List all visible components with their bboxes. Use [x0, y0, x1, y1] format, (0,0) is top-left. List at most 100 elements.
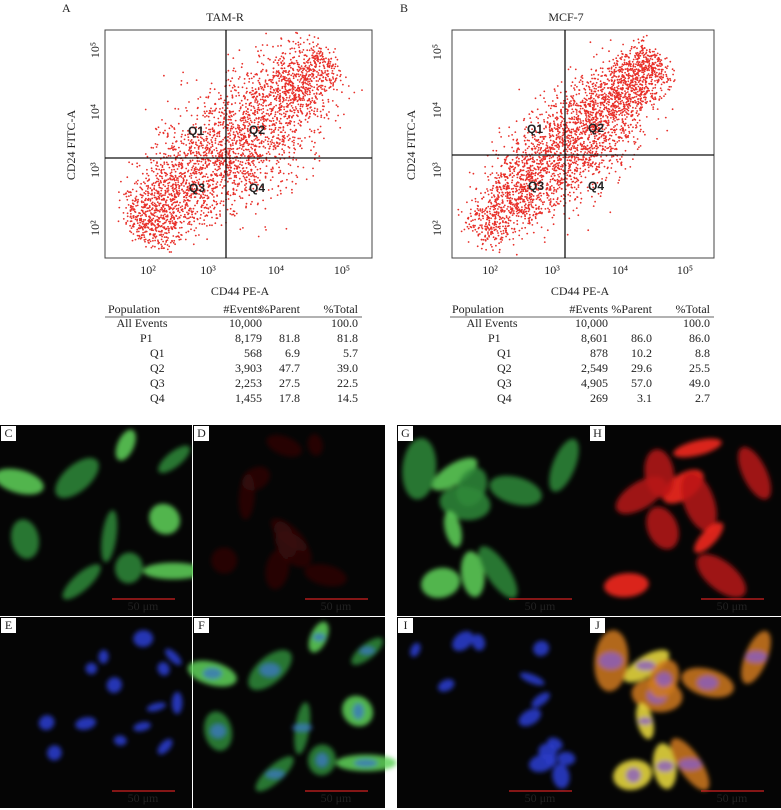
scatter-dot: [177, 179, 179, 182]
scatter-dot: [482, 215, 484, 218]
scatter-dot: [308, 80, 311, 83]
scatter-dot: [235, 141, 238, 144]
scatter-dot: [191, 213, 194, 216]
scatter-dot: [597, 192, 600, 195]
scatter-dot: [284, 87, 287, 89]
scatter-dot: [208, 112, 211, 114]
scatter-dot: [153, 212, 156, 214]
scatter-dot: [268, 119, 271, 122]
scatter-dot: [600, 135, 603, 138]
scatter-dot: [174, 132, 176, 134]
scatter-dot: [264, 96, 267, 98]
scatter-dot: [137, 227, 140, 230]
scatter-dot: [313, 86, 316, 89]
scatter-dot: [145, 215, 148, 218]
scatter-dot: [157, 240, 160, 243]
scatter-dot: [299, 107, 302, 110]
scatter-dot: [132, 215, 135, 217]
scatter-dot: [247, 75, 249, 77]
scatter-dot: [159, 220, 161, 223]
scatter-dot: [174, 148, 177, 151]
scatter-dot: [636, 121, 639, 124]
scatter-dot: [559, 200, 562, 203]
scatter-dot: [527, 222, 530, 225]
scatter-dot: [167, 225, 169, 228]
scatter-dot: [271, 124, 274, 126]
scatter-dot: [233, 67, 235, 70]
scatter-dot: [573, 186, 576, 189]
scatter-dot: [620, 50, 623, 53]
scatter-dot: [243, 142, 246, 144]
scatter-dot: [582, 158, 585, 161]
scatter-dot: [247, 125, 250, 127]
scatter-dot: [192, 210, 194, 213]
scatter-dot: [662, 76, 664, 79]
scatter-dot: [214, 222, 217, 225]
scatter-dot: [144, 238, 147, 241]
scatter-dot: [579, 142, 582, 145]
scatter-dot: [254, 137, 257, 140]
scatter-dot: [605, 102, 608, 105]
scatter-dot: [243, 127, 246, 130]
scatter-dot: [299, 51, 301, 54]
scatter-dot: [322, 76, 325, 79]
scatter-dot: [317, 50, 320, 53]
scatter-dot: [509, 219, 512, 222]
scatter-dot: [513, 228, 516, 231]
scatter-dot: [234, 127, 237, 130]
scatter-dot: [252, 187, 255, 190]
scatter-dot: [240, 66, 243, 69]
scatter-dot: [203, 196, 206, 199]
scatter-dot: [304, 94, 306, 97]
scatter-dot: [593, 90, 596, 93]
scatter-dot: [597, 146, 599, 149]
scatter-dot: [280, 62, 283, 65]
scatter-dot: [201, 137, 204, 140]
scatter-dot: [284, 52, 287, 55]
scatter-dot: [498, 191, 501, 194]
scatter-dot: [186, 211, 188, 214]
scatter-dot: [612, 58, 615, 61]
scatter-dot: [275, 162, 278, 165]
scatter-dot: [592, 130, 595, 133]
scatter-dot: [176, 190, 178, 193]
scatter-dot: [196, 118, 199, 120]
scatter-dot: [212, 129, 215, 132]
scatter-dot: [217, 124, 220, 127]
scatter-dot: [634, 65, 637, 68]
scatter-dot: [470, 220, 473, 223]
scatter-dot: [292, 88, 295, 91]
scatter-dot: [190, 153, 192, 155]
scatter-dot: [164, 192, 167, 195]
scatter-dot: [227, 129, 229, 132]
scatter-dot: [320, 92, 323, 95]
scatter-dot: [539, 175, 541, 177]
scatter-dot: [615, 116, 618, 119]
scatter-dot: [299, 43, 302, 45]
scatter-dot: [230, 148, 233, 151]
scatter-dot: [318, 93, 321, 95]
scatter-dot: [596, 105, 599, 107]
scatter-dot: [270, 120, 273, 123]
scatter-dot: [263, 117, 265, 120]
scatter-dot: [614, 109, 617, 112]
scatter-dot: [190, 149, 193, 152]
scatter-dot: [555, 190, 558, 193]
scatter-dot: [566, 135, 568, 138]
scatter-dot: [291, 180, 294, 183]
scatter-dot: [251, 87, 254, 89]
scatter-dot: [137, 230, 140, 233]
scatter-dot: [187, 139, 190, 141]
scatter-dot: [160, 238, 163, 241]
scatter-dot: [638, 41, 640, 44]
scatter-dot: [305, 87, 308, 89]
scatter-dot: [175, 208, 178, 210]
scatter-dot: [150, 218, 153, 221]
scatter-dot: [287, 139, 290, 142]
scatter-dot: [198, 145, 201, 148]
scatter-dot: [166, 248, 169, 251]
scatter-dot: [154, 245, 156, 248]
scatter-dot: [279, 169, 282, 172]
scatter-dot: [244, 119, 247, 122]
scatter-dot: [318, 85, 321, 87]
